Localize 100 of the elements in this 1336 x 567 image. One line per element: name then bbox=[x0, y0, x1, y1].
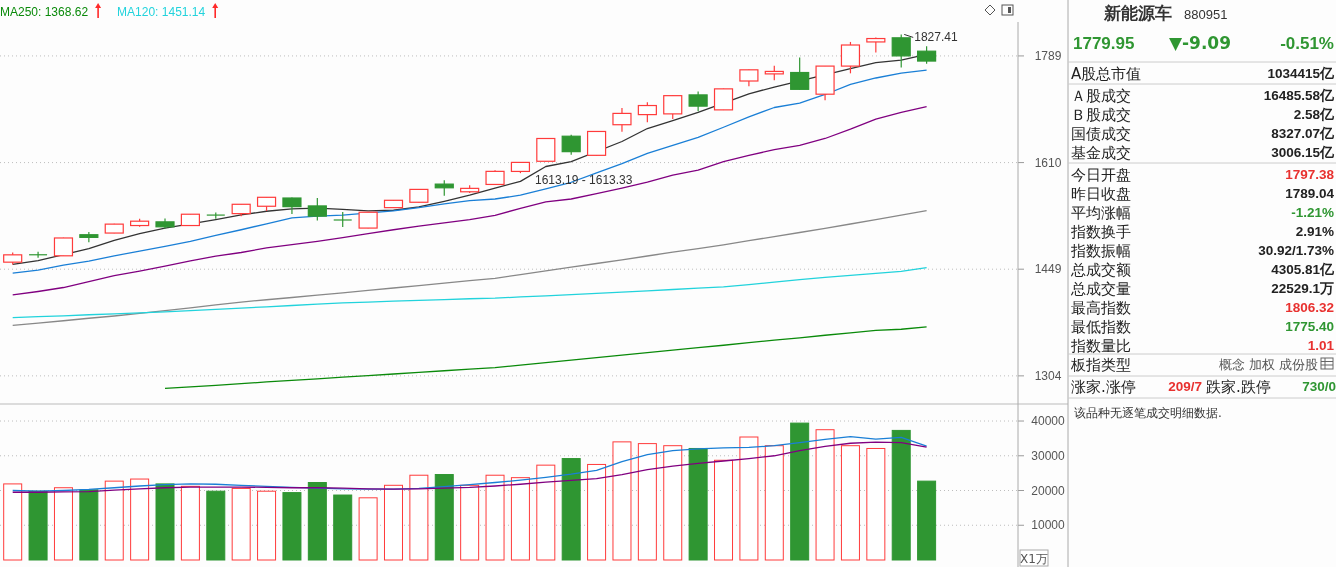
bar bbox=[358, 497, 378, 561]
bar bbox=[663, 445, 683, 561]
bar bbox=[764, 445, 784, 561]
bar bbox=[409, 474, 429, 561]
candlestick bbox=[561, 134, 581, 156]
bar bbox=[333, 494, 353, 561]
category-label: 指数振幅 bbox=[1070, 242, 1131, 260]
line-series bbox=[12, 209, 928, 326]
text: -1.21% bbox=[1291, 205, 1334, 220]
y-tick-label: 10000 bbox=[1031, 518, 1066, 533]
category-label: 国债成交 bbox=[1071, 125, 1131, 143]
candlestick bbox=[586, 130, 607, 156]
bar bbox=[79, 489, 99, 561]
bar bbox=[206, 490, 226, 561]
text: 1034415亿 bbox=[1267, 66, 1334, 81]
category-label: 总成交量 bbox=[1070, 280, 1131, 298]
bar bbox=[3, 483, 23, 561]
category-label: 昨日收盘 bbox=[1071, 185, 1131, 203]
annotation: 1613.19 - 1613.33 bbox=[535, 173, 633, 187]
category-label: 指数量比 bbox=[1070, 337, 1131, 355]
bar bbox=[840, 445, 860, 561]
bar bbox=[231, 487, 251, 561]
text: 跌家.跌停 bbox=[1206, 378, 1271, 396]
category-label: 今日开盘 bbox=[1071, 166, 1131, 184]
text: 2.58亿 bbox=[1293, 107, 1334, 122]
bar bbox=[688, 447, 708, 561]
category-label: 最低指数 bbox=[1071, 318, 1131, 336]
candlestick bbox=[307, 197, 327, 222]
bar bbox=[739, 436, 759, 561]
text: 1779.95 bbox=[1073, 34, 1135, 53]
candlestick bbox=[663, 94, 683, 120]
text: 8327.07亿 bbox=[1271, 126, 1334, 141]
bar bbox=[307, 482, 327, 561]
bar bbox=[612, 441, 632, 561]
bar bbox=[790, 422, 810, 561]
category-label: 总成交额 bbox=[1070, 261, 1131, 279]
y-tick-label: 20000 bbox=[1031, 483, 1066, 498]
text: 730/0 bbox=[1302, 379, 1336, 394]
text: 16485.58亿 bbox=[1263, 88, 1334, 103]
text: 1797.38 bbox=[1285, 167, 1334, 182]
text: -0.51% bbox=[1280, 34, 1334, 53]
bar bbox=[28, 490, 48, 561]
bar bbox=[510, 477, 530, 561]
bar bbox=[561, 458, 581, 561]
text: ▼-9.09 bbox=[1168, 33, 1232, 53]
text: 1775.40 bbox=[1285, 319, 1334, 334]
bar bbox=[434, 474, 454, 561]
bar bbox=[815, 429, 835, 561]
text: 概念 加权 成份股 bbox=[1218, 357, 1318, 372]
bar bbox=[155, 483, 175, 561]
line-series bbox=[164, 326, 928, 390]
candlestick bbox=[688, 90, 708, 112]
candlestick bbox=[79, 231, 99, 243]
bar bbox=[714, 459, 734, 561]
line-series bbox=[12, 106, 928, 296]
y-tick-label: 1304 bbox=[1034, 368, 1062, 383]
candlestick bbox=[612, 107, 632, 133]
bar bbox=[637, 443, 657, 561]
candlestick bbox=[713, 87, 734, 111]
text: 新能源车 bbox=[1103, 3, 1172, 23]
y-tick-label: 30000 bbox=[1031, 448, 1066, 463]
bar bbox=[536, 464, 556, 561]
text: 3006.15亿 bbox=[1271, 145, 1334, 160]
bar bbox=[104, 480, 124, 561]
annotation: 1827.41 bbox=[914, 30, 958, 45]
text: MA120: 1451.14 bbox=[117, 5, 206, 19]
category-label: Ａ股成交 bbox=[1071, 87, 1131, 105]
bar bbox=[485, 474, 505, 561]
category-label: 基金成交 bbox=[1071, 144, 1131, 162]
text: 该品种无逐笔成交明细数据. bbox=[1074, 406, 1222, 420]
bar bbox=[130, 478, 150, 561]
y-tick-label: 1449 bbox=[1034, 262, 1062, 277]
y-tick-label: 1789 bbox=[1034, 48, 1062, 63]
text: 22529.1万 bbox=[1271, 281, 1334, 296]
bar bbox=[257, 490, 277, 561]
category-label: 涨家.涨停 bbox=[1071, 378, 1136, 396]
text: X1万 bbox=[1020, 552, 1048, 566]
candlestick bbox=[536, 137, 556, 163]
category-label: Ｂ股成交 bbox=[1071, 106, 1131, 124]
category-label: 指数换手 bbox=[1070, 223, 1131, 241]
text: MA250: 1368.62 bbox=[0, 5, 89, 19]
bar bbox=[866, 447, 886, 561]
bar bbox=[917, 480, 937, 561]
line-series bbox=[12, 267, 928, 319]
candlestick bbox=[840, 41, 861, 74]
y-tick-label: 40000 bbox=[1031, 414, 1066, 429]
y-tick-label: 1610 bbox=[1034, 155, 1062, 170]
text: 1.01 bbox=[1307, 338, 1334, 353]
category-label: A股总市值 bbox=[1071, 65, 1142, 83]
text: 30.92/1.73% bbox=[1258, 243, 1334, 258]
bar bbox=[383, 484, 403, 561]
text: 209/7 bbox=[1168, 379, 1202, 394]
text: 1789.04 bbox=[1285, 186, 1334, 201]
bar bbox=[180, 485, 200, 561]
category-label: 最高指数 bbox=[1071, 299, 1131, 317]
category-label: 板指类型 bbox=[1070, 356, 1131, 374]
candlestick bbox=[790, 56, 810, 91]
bar bbox=[587, 463, 607, 561]
text: 880951 bbox=[1184, 7, 1228, 22]
text: 2.91% bbox=[1295, 224, 1334, 239]
